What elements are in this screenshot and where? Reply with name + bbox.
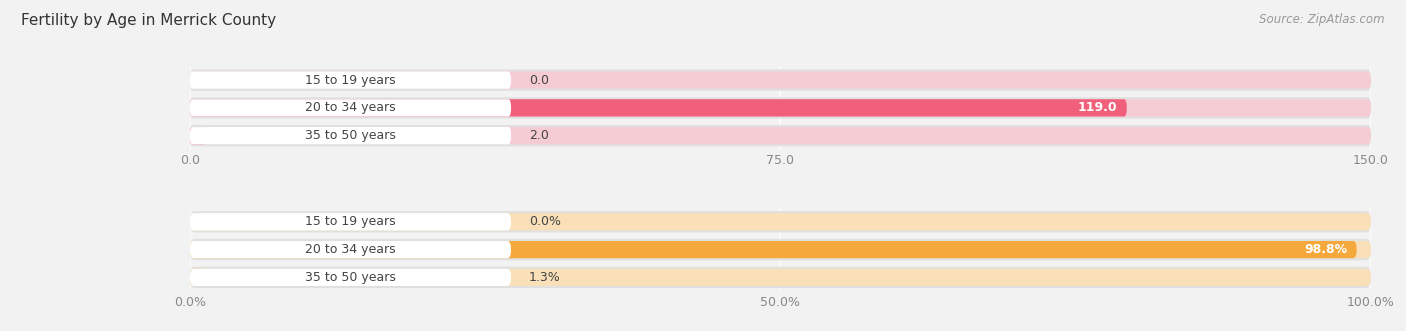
Text: 0.0%: 0.0%	[529, 215, 561, 228]
FancyBboxPatch shape	[190, 127, 510, 144]
Text: Fertility by Age in Merrick County: Fertility by Age in Merrick County	[21, 13, 276, 28]
FancyBboxPatch shape	[190, 269, 1371, 286]
FancyBboxPatch shape	[190, 241, 1371, 258]
Text: 35 to 50 years: 35 to 50 years	[305, 129, 396, 142]
FancyBboxPatch shape	[190, 241, 1357, 258]
FancyBboxPatch shape	[190, 99, 1126, 117]
FancyBboxPatch shape	[190, 267, 1371, 288]
Text: 15 to 19 years: 15 to 19 years	[305, 215, 395, 228]
Text: 20 to 34 years: 20 to 34 years	[305, 101, 395, 115]
FancyBboxPatch shape	[190, 71, 1371, 89]
Text: 1.3%: 1.3%	[529, 271, 561, 284]
FancyBboxPatch shape	[190, 97, 1371, 118]
Text: 98.8%: 98.8%	[1305, 243, 1347, 256]
FancyBboxPatch shape	[190, 71, 510, 89]
FancyBboxPatch shape	[190, 211, 1371, 232]
FancyBboxPatch shape	[190, 125, 1371, 146]
FancyBboxPatch shape	[190, 99, 510, 117]
Text: Source: ZipAtlas.com: Source: ZipAtlas.com	[1260, 13, 1385, 26]
FancyBboxPatch shape	[190, 269, 205, 286]
FancyBboxPatch shape	[190, 213, 510, 230]
FancyBboxPatch shape	[190, 127, 1371, 144]
Text: 2.0: 2.0	[529, 129, 548, 142]
Text: 15 to 19 years: 15 to 19 years	[305, 73, 395, 87]
FancyBboxPatch shape	[190, 127, 205, 144]
FancyBboxPatch shape	[190, 269, 510, 286]
FancyBboxPatch shape	[190, 213, 1371, 230]
Text: 0.0: 0.0	[529, 73, 548, 87]
Text: 35 to 50 years: 35 to 50 years	[305, 271, 396, 284]
FancyBboxPatch shape	[190, 241, 510, 258]
FancyBboxPatch shape	[190, 99, 1371, 117]
FancyBboxPatch shape	[190, 70, 1371, 91]
Text: 119.0: 119.0	[1077, 101, 1118, 115]
FancyBboxPatch shape	[190, 239, 1371, 260]
Text: 20 to 34 years: 20 to 34 years	[305, 243, 395, 256]
